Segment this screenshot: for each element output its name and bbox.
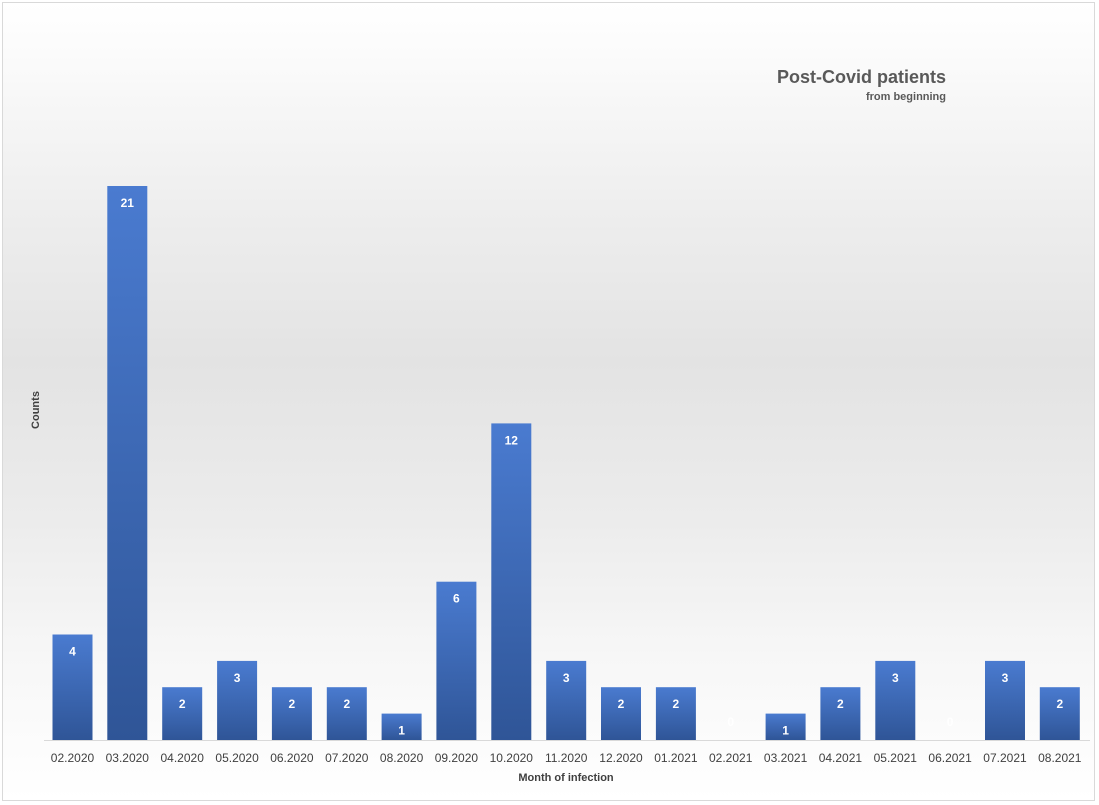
data-label-06.2020: 2: [289, 697, 296, 711]
bar-02.2020: [52, 634, 93, 740]
y-axis-label: Counts: [30, 391, 42, 429]
data-label-05.2020: 3: [234, 671, 241, 685]
x-tick-label-02.2021: 02.2021: [709, 751, 753, 765]
x-tick-label-08.2021: 08.2021: [1038, 751, 1082, 765]
data-label-02.2021: 0: [727, 715, 734, 729]
data-label-08.2021: 2: [1056, 697, 1063, 711]
data-label-02.2020: 4: [69, 645, 76, 659]
chart-subtitle: from beginning: [865, 91, 946, 103]
bar-01.2021: [655, 687, 696, 740]
data-label-07.2021: 3: [1002, 671, 1009, 685]
bar-05.2020: [217, 660, 258, 740]
x-tick-label-09.2020: 09.2020: [435, 751, 479, 765]
bar-03.2021: [765, 713, 806, 740]
bar-05.2021: [875, 660, 916, 740]
x-tick-label-10.2020: 10.2020: [490, 751, 534, 765]
x-tick-label-04.2021: 04.2021: [819, 751, 863, 765]
x-tick-label-03.2021: 03.2021: [764, 751, 808, 765]
data-label-11.2020: 3: [563, 671, 570, 685]
x-tick-label-07.2021: 07.2021: [983, 751, 1027, 765]
data-label-03.2020: 21: [121, 196, 135, 210]
data-label-05.2021: 3: [892, 671, 899, 685]
bar-08.2020: [381, 713, 422, 740]
x-tick-label-06.2020: 06.2020: [270, 751, 314, 765]
data-label-08.2020: 1: [398, 724, 405, 738]
x-tick-label-08.2020: 08.2020: [380, 751, 424, 765]
data-label-12.2020: 2: [618, 697, 625, 711]
x-tick-label-04.2020: 04.2020: [161, 751, 205, 765]
x-tick-label-11.2020: 11.2020: [545, 751, 588, 765]
bar-10.2020: [491, 423, 532, 740]
x-tick-label-06.2021: 06.2021: [928, 751, 972, 765]
x-tick-label-07.2020: 07.2020: [325, 751, 369, 765]
bar-06.2020: [271, 687, 312, 740]
bar-12.2020: [601, 687, 641, 740]
x-tick-label-03.2020: 03.2020: [106, 751, 150, 765]
data-label-04.2021: 2: [837, 697, 844, 711]
data-label-07.2020: 2: [343, 697, 350, 711]
x-tick-label-05.2021: 05.2021: [874, 751, 918, 765]
bar-07.2021: [985, 660, 1025, 740]
bar-04.2021: [820, 687, 861, 740]
x-axis-label: Month of infection: [518, 772, 614, 784]
data-label-04.2020: 2: [179, 697, 186, 711]
bar-07.2020: [326, 687, 367, 740]
data-label-03.2021: 1: [782, 724, 789, 738]
bar-09.2020: [436, 581, 477, 740]
x-tick-label-01.2021: 01.2021: [654, 751, 698, 765]
data-label-10.2020: 12: [505, 433, 519, 447]
bar-11.2020: [546, 660, 587, 740]
data-label-01.2021: 2: [673, 697, 680, 711]
x-tick-label-02.2020: 02.2020: [51, 751, 95, 765]
bar-03.2020: [107, 186, 148, 740]
x-tick-label-05.2020: 05.2020: [215, 751, 259, 765]
chart-title: Post-Covid patients: [776, 67, 946, 87]
bar-04.2020: [162, 687, 203, 740]
bar-08.2021: [1039, 687, 1080, 740]
data-label-09.2020: 6: [453, 592, 460, 606]
x-tick-label-12.2020: 12.2020: [599, 751, 643, 765]
data-label-06.2021: 0: [947, 715, 954, 729]
